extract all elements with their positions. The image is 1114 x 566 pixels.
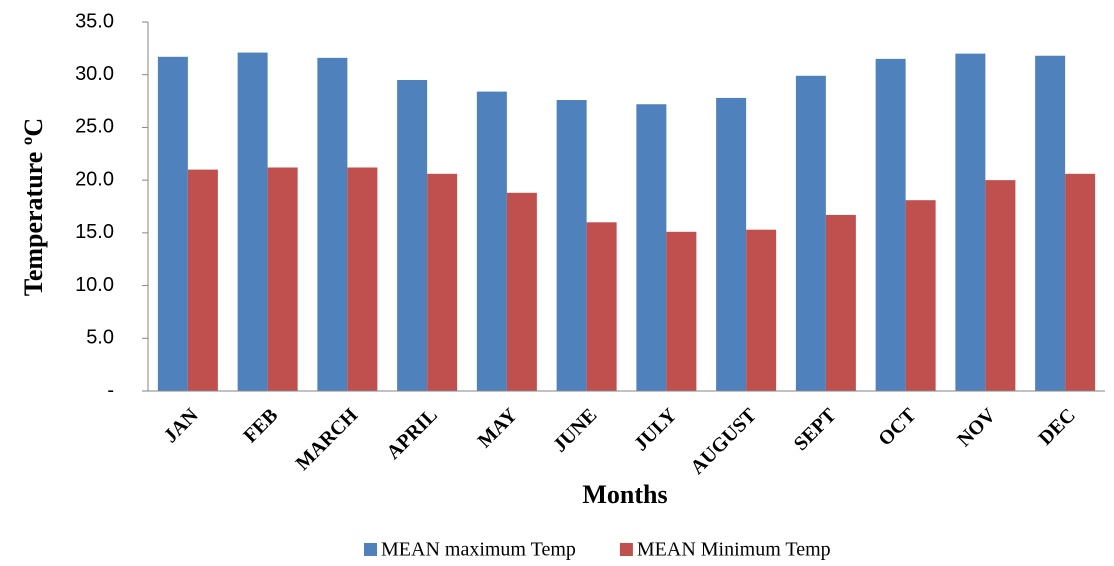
y-tick-label: 5.0 [86, 327, 114, 349]
bar [875, 58, 906, 392]
bar [237, 52, 268, 392]
legend-label: MEAN Minimum Temp [637, 539, 831, 561]
x-tick-label: MAY [474, 404, 522, 452]
bar [1035, 55, 1066, 391]
x-tick-label: OCT [874, 404, 921, 451]
bar [317, 57, 348, 392]
bar [636, 104, 667, 391]
bar [427, 173, 458, 391]
bar [746, 229, 777, 391]
bar [506, 192, 537, 391]
legend-label: MEAN maximum Temp [381, 539, 576, 561]
y-tick-label: 15.0 [75, 221, 114, 243]
bar [347, 167, 378, 391]
y-tick-label: 25.0 [75, 116, 114, 138]
bar [476, 91, 507, 391]
bar [157, 56, 188, 391]
bar [716, 97, 747, 391]
bar [666, 231, 697, 391]
x-tick-label: JULY [630, 404, 682, 456]
x-axis-title: Months [582, 480, 667, 509]
x-tick-label: FEB [239, 404, 282, 447]
y-tick-label: 20.0 [75, 168, 114, 190]
bar [955, 53, 986, 391]
bar [1065, 173, 1096, 391]
bar [825, 214, 856, 391]
x-tick-label: SEPT [790, 404, 841, 455]
y-axis-title: Temperature ºC [19, 118, 48, 296]
x-tick-label: AUGUST [686, 404, 761, 479]
y-tick-label: 10.0 [75, 274, 114, 296]
legend-swatch [364, 543, 377, 556]
x-tick-label: APRIL [382, 404, 442, 464]
x-tick-label: MARCH [292, 404, 363, 475]
bar [267, 167, 298, 391]
x-tick-label: NOV [953, 404, 1000, 451]
y-tick-label: - [107, 379, 114, 401]
bar [586, 222, 617, 391]
bar [795, 75, 826, 392]
bar [397, 79, 428, 391]
x-tick-label: JAN [160, 404, 203, 447]
x-tick-label: JUNE [549, 404, 601, 456]
y-tick-label: 30.0 [75, 63, 114, 85]
bar [985, 180, 1016, 391]
bar [556, 100, 587, 391]
legend-swatch [619, 543, 633, 556]
bar [905, 200, 936, 391]
bar [187, 169, 218, 391]
y-tick-label: 35.0 [75, 10, 114, 32]
x-tick-label: DEC [1034, 404, 1079, 449]
